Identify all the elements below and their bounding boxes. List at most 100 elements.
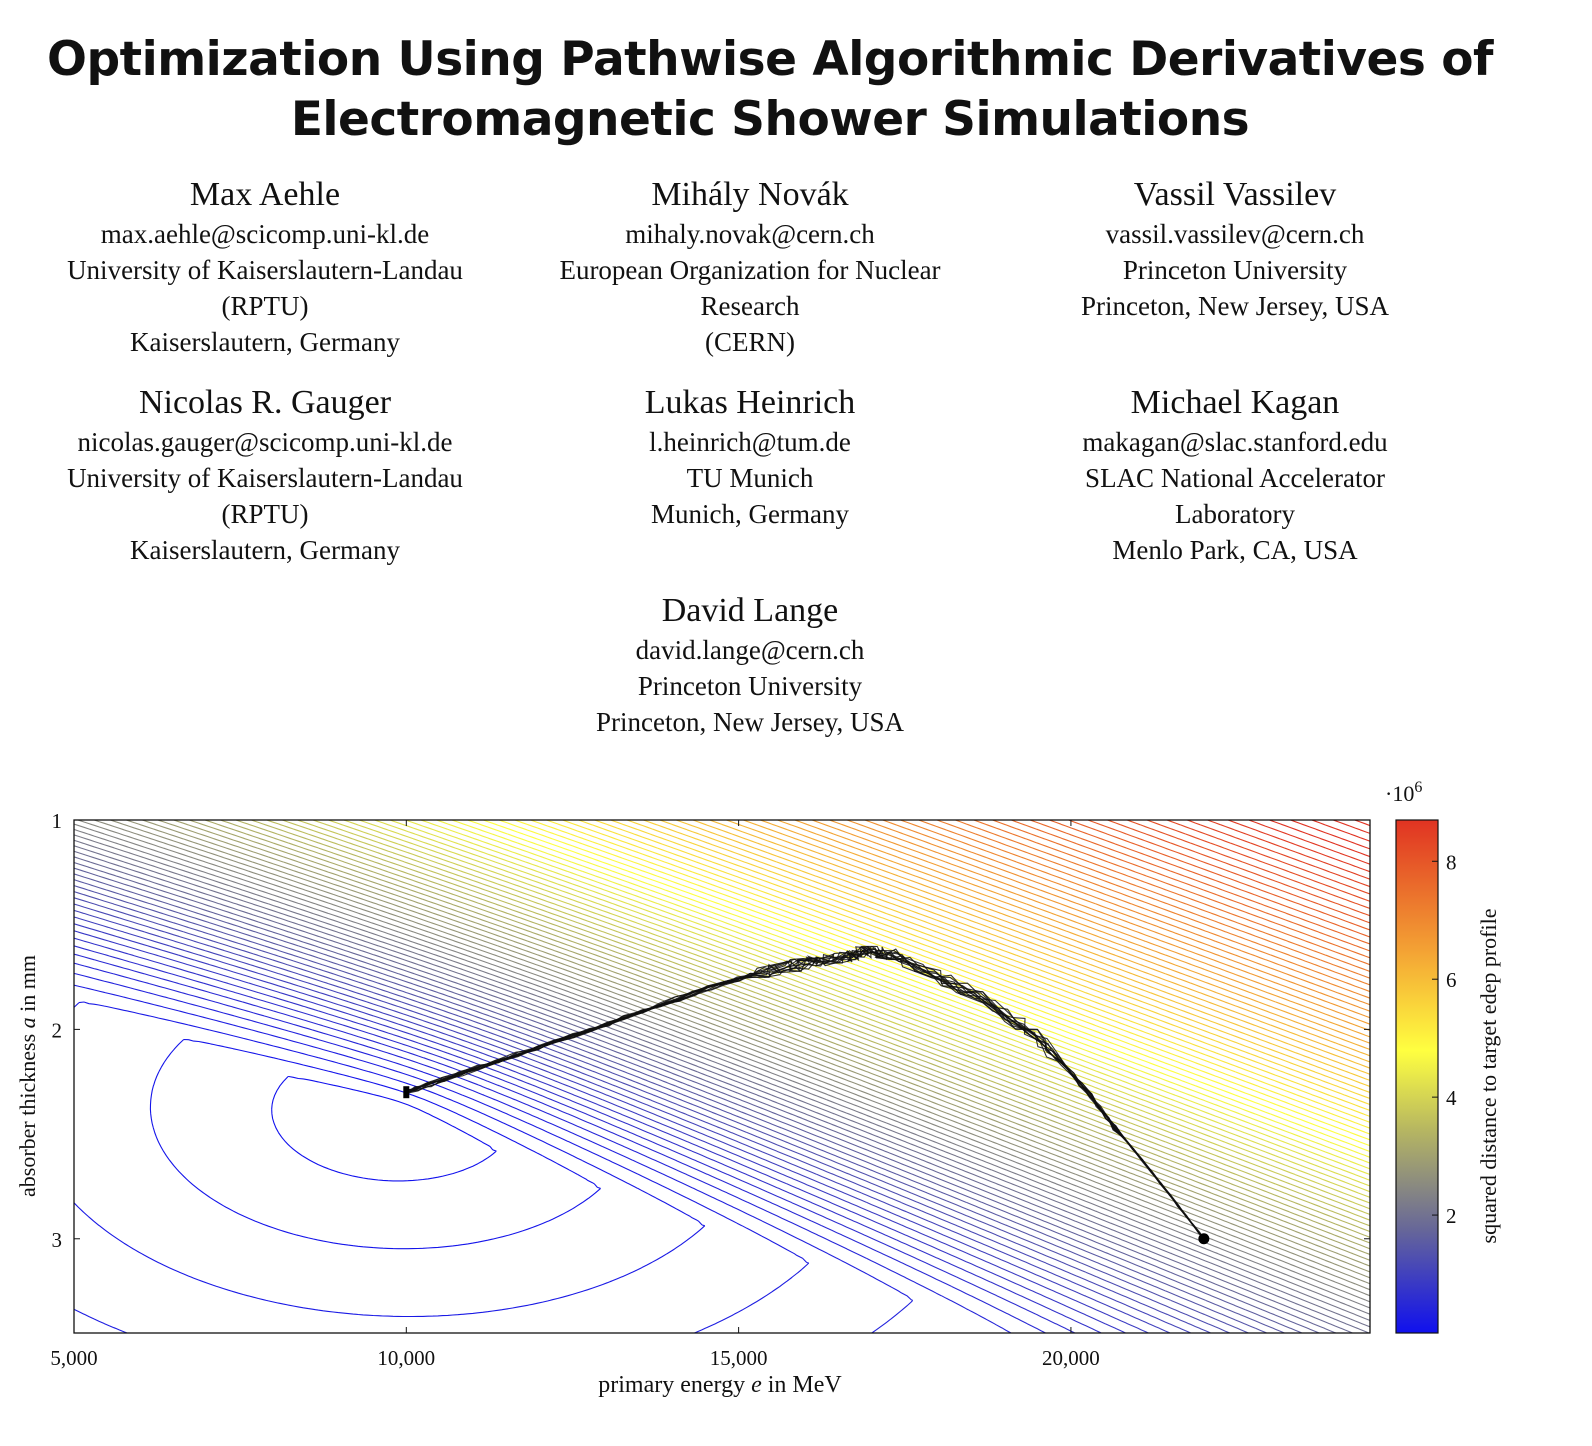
author-email: mihaly.novak@cern.ch (625, 219, 875, 249)
optimization-trajectories (404, 945, 1205, 1240)
author-email: david.lange@cern.ch (635, 635, 865, 665)
author-affiliation: Research (700, 291, 800, 321)
contour-line (562, 820, 1370, 1117)
contour-line (74, 834, 1370, 1315)
contour-line (1146, 820, 1370, 902)
y-axis-label: absorber thickness a in mm (15, 955, 40, 1197)
contour-line (74, 891, 1249, 1333)
author-affiliation: Princeton University (1122, 255, 1348, 285)
contour-line (74, 856, 1353, 1333)
contour-line (936, 820, 1370, 979)
author-name: David Lange (661, 592, 839, 629)
paper-title: Optimization Using Pathwise Algorithmic … (0, 30, 1540, 150)
author-affiliation: Princeton University (637, 671, 863, 701)
contour-line (74, 897, 1231, 1333)
author-block: Mihály Novák mihaly.novak@cern.ch Europe… (500, 174, 1000, 360)
contour-line (643, 820, 1370, 1088)
contour-line (74, 879, 1285, 1333)
x-axis: 5,000 10,000 15,000 20,000 (50, 820, 1100, 1370)
author-name: Lukas Heinrich (644, 384, 856, 421)
contour-line (846, 820, 1370, 1012)
contour-line (74, 861, 1337, 1333)
title-line-1: Optimization Using Pathwise Algorithmic … (47, 32, 1493, 87)
contour-line (882, 820, 1370, 999)
colorbar (1395, 819, 1439, 1334)
author-affiliation: European Organization for Nuclear (559, 255, 941, 285)
x-tick-label: 15,000 (710, 1346, 768, 1370)
contour-line (74, 845, 1370, 1328)
contour-line (74, 937, 1102, 1333)
contour-line (189, 820, 1370, 1256)
author-affiliation: Princeton, New Jersey, USA (1081, 291, 1389, 321)
author-email: nicolas.gauger@scicomp.uni-kl.de (77, 427, 453, 457)
contour-line (74, 873, 1303, 1333)
contour-line (74, 823, 1370, 1303)
author-block: David Lange david.lange@cern.ch Princeto… (500, 590, 1000, 740)
contour-line (74, 903, 1211, 1333)
contour-line (328, 820, 1370, 1204)
author-block: Vassil Vassilev vassil.vassilev@cern.ch … (985, 174, 1485, 324)
colorbar-multiplier: ·106 (1385, 779, 1422, 806)
y-tick-label: 3 (52, 1228, 63, 1252)
author-affiliation: Laboratory (1175, 499, 1295, 529)
author-block: Nicolas R. Gauger nicolas.gauger@scicomp… (15, 382, 515, 568)
contour-line (343, 820, 1370, 1198)
plot-frame (73, 819, 1371, 1334)
contour-line (74, 984, 810, 1333)
author-name: Michael Kagan (1130, 384, 1340, 421)
author-affiliation: Kaiserslautern, Germany (130, 327, 400, 357)
author-affiliation: Princeton, New Jersey, USA (596, 707, 904, 737)
colorbar-tick-label: 8 (1446, 850, 1457, 874)
contour-line (358, 820, 1370, 1193)
contour-line (74, 962, 1012, 1333)
contour-line (777, 820, 1370, 1038)
contour-line (992, 820, 1370, 959)
end-point-marker (403, 1086, 410, 1099)
trajectory-line (407, 946, 1205, 1240)
contour-line (74, 953, 1046, 1333)
contour-line (811, 820, 1370, 1025)
author-name: Nicolas R. Gauger (138, 384, 392, 421)
colorbar-ticks: 2 4 6 8 (1432, 850, 1457, 1228)
contour-line (94, 820, 1370, 1291)
contour-line (1126, 820, 1370, 910)
author-block: Max Aehle max.aehle@scicomp.uni-kl.de Un… (15, 174, 515, 360)
colorbar-tick-label: 4 (1446, 1086, 1457, 1110)
author-email: l.heinrich@tum.de (649, 427, 851, 457)
author-email: makagan@slac.stanford.edu (1082, 427, 1388, 457)
author-block: Lukas Heinrich l.heinrich@tum.de TU Muni… (500, 382, 1000, 532)
contour-line (149, 1038, 601, 1250)
contour-line (74, 972, 914, 1333)
contour-line (743, 820, 1370, 1051)
contour-line (173, 820, 1370, 1261)
contour-line (74, 916, 1171, 1333)
author-affiliation: (RPTU) (221, 499, 309, 529)
author-affiliation: SLAC National Accelerator (1085, 463, 1385, 493)
contour-line (1290, 820, 1370, 850)
y-axis: 1 2 3 (52, 809, 1370, 1252)
author-affiliation: Kaiserslautern, Germany (130, 535, 400, 565)
contour-line (74, 828, 1370, 1309)
author-affiliation: (RPTU) (221, 291, 309, 321)
author-affiliation: University of Kaiserslautern-Landau (67, 463, 463, 493)
contour-line (578, 820, 1370, 1112)
colorbar-tick-label: 2 (1446, 1204, 1457, 1228)
x-axis-label: primary energy e in MeV (598, 1372, 842, 1398)
author-affiliation: Menlo Park, CA, USA (1112, 535, 1358, 565)
contour-line (1166, 820, 1370, 895)
title-line-2: Electromagnetic Shower Simulations (290, 92, 1250, 147)
colorbar-label: squared distance to target edep profile (1476, 909, 1501, 1244)
contour-line (74, 909, 1192, 1333)
x-tick-label: 20,000 (1042, 1346, 1100, 1370)
author-name: Max Aehle (189, 176, 341, 213)
author-affiliation: TU Munich (686, 463, 814, 493)
contour-line (74, 1001, 706, 1318)
contour-figure: 5,000 10,000 15,000 20,000 1 2 3 primary ener… (15, 779, 1501, 1398)
y-tick-label: 2 (52, 1018, 63, 1042)
author-name: Mihály Novák (651, 176, 849, 213)
contour-line (74, 930, 1126, 1333)
start-point-marker (1198, 1233, 1210, 1245)
author-affiliation: University of Kaiserslautern-Landau (67, 255, 463, 285)
contour-line (74, 885, 1267, 1333)
author-affiliation: (CERN) (705, 327, 795, 357)
